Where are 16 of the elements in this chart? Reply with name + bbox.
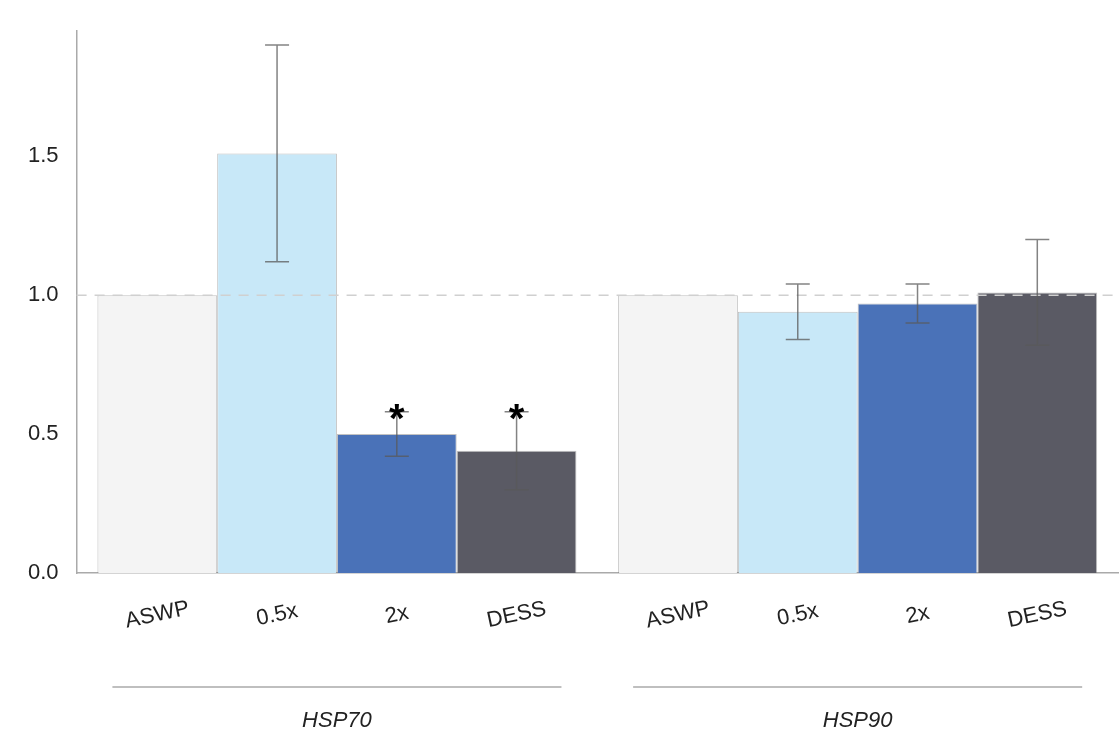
text: ASWP <box>643 594 712 633</box>
y-tick-label: 0.0 <box>27 559 59 585</box>
data-label: * <box>389 395 406 440</box>
y-tick-label: 0.5 <box>27 420 59 446</box>
text: DESS <box>1005 595 1069 633</box>
x-tick-label: HSP90 <box>822 707 894 733</box>
x-tick-label: HSP70 <box>302 707 373 733</box>
text: ASWP <box>122 594 192 633</box>
text: 2x <box>903 598 932 629</box>
text: 0.5x <box>253 597 300 631</box>
text: 0.5x <box>774 597 821 631</box>
text: DESS <box>484 595 549 633</box>
data-label: * <box>508 395 525 440</box>
y-tick-label: 1.0 <box>27 281 59 307</box>
y-tick-label: 1.5 <box>27 142 59 168</box>
text: 2x <box>382 598 411 629</box>
